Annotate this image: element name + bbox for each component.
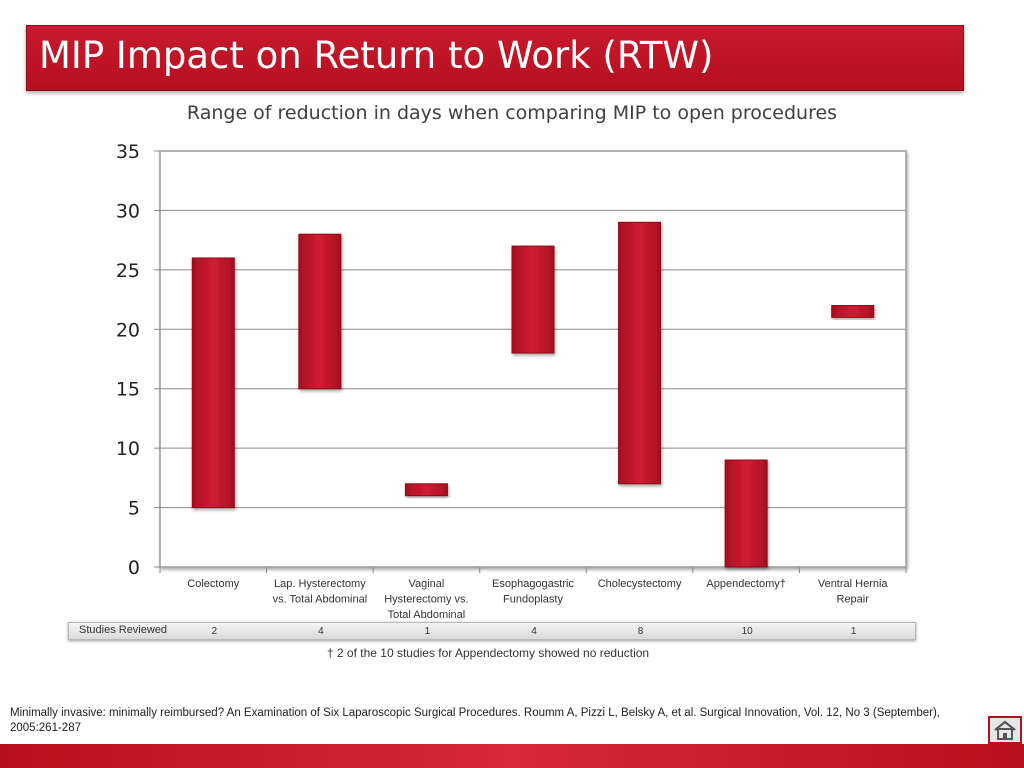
x-category-label: Lap. Hysterectomy	[274, 578, 366, 590]
studies-count: 1	[850, 626, 857, 637]
bottom-strip	[0, 744, 1024, 768]
y-tick-label: 0	[128, 557, 140, 579]
x-category-label: Colectomy	[187, 578, 239, 590]
footnote: † 2 of the 10 studies for Appendectomy s…	[326, 646, 650, 660]
x-category-label: Total Abdominal	[388, 609, 466, 621]
range-bar	[191, 257, 235, 509]
y-tick-label: 20	[116, 319, 140, 341]
x-category-label: Repair	[837, 594, 870, 606]
x-category-label: Cholecystectomy	[598, 578, 682, 590]
x-category-label: Appendectomy†	[706, 578, 786, 590]
studies-reviewed-row: Studies Reviewed 2 4 1 4 8 10 1	[68, 622, 916, 640]
title-banner: MIP Impact on Return to Work (RTW)	[26, 25, 964, 91]
range-bar	[298, 233, 342, 390]
range-bar	[618, 221, 662, 485]
y-tick-label: 35	[116, 141, 140, 163]
studies-count: 2	[211, 626, 218, 637]
x-category-label: Ventral Hernia	[818, 578, 889, 590]
x-category-label: Fundoplasty	[503, 594, 563, 606]
x-category-label: vs. Total Abdominal	[273, 594, 368, 606]
studies-count: 8	[637, 626, 644, 637]
studies-count: 4	[531, 626, 537, 637]
chart-title: Range of reduction in days when comparin…	[186, 102, 838, 124]
x-category-label: Hysterectomy vs.	[384, 594, 468, 606]
y-tick-label: 5	[128, 498, 140, 520]
range-bar	[724, 459, 768, 568]
studies-reviewed-label: Studies Reviewed	[79, 624, 168, 636]
studies-count: 4	[318, 626, 324, 637]
y-tick-label: 15	[116, 379, 140, 401]
slide-title: MIP Impact on Return to Work (RTW)	[39, 34, 714, 77]
range-chart: 0 5 10 15 20 25 30 35 Colectomy Lap. Hysterectomy…	[116, 141, 907, 621]
y-tick-label: 30	[116, 200, 140, 222]
x-category-label: Esophagogastric	[492, 578, 574, 590]
y-tick-label: 25	[116, 260, 140, 282]
range-bar	[511, 245, 555, 354]
citation: Minimally invasive: minimally reimbursed…	[10, 707, 940, 734]
y-tick-label: 10	[116, 438, 140, 460]
studies-count: 1	[424, 626, 431, 637]
range-bar	[831, 305, 875, 318]
home-button[interactable]	[988, 716, 1022, 744]
home-icon	[994, 720, 1016, 740]
studies-count: 10	[741, 626, 753, 637]
range-bar	[404, 483, 448, 497]
x-category-label: Vaginal	[408, 578, 444, 590]
plot-frame	[159, 150, 907, 568]
